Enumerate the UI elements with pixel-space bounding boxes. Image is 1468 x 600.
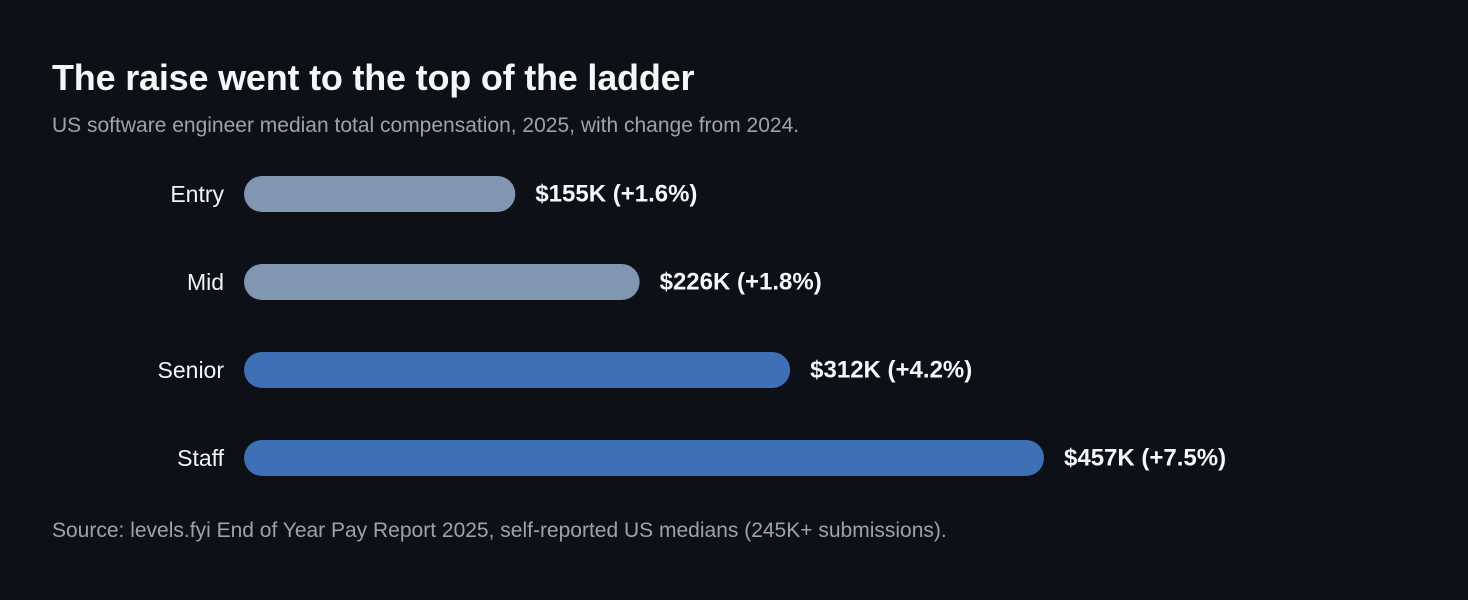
category-label-entry: Entry: [170, 181, 224, 207]
chart-title: The raise went to the top of the ladder: [52, 57, 695, 98]
value-label-senior: $312K (+4.2%): [810, 357, 972, 384]
chart-subtitle: US software engineer median total compen…: [52, 114, 800, 137]
value-label-staff: $457K (+7.5%): [1064, 445, 1226, 472]
value-label-mid: $226K (+1.8%): [660, 269, 822, 296]
source-note: Source: levels.fyi End of Year Pay Repor…: [52, 519, 947, 542]
bar-senior: [244, 352, 791, 388]
bar-entry: [244, 176, 516, 212]
bar-mid: [244, 264, 640, 300]
value-label-entry: $155K (+1.6%): [535, 181, 697, 208]
bar-staff: [244, 440, 1044, 476]
category-label-staff: Staff: [177, 445, 224, 471]
category-label-mid: Mid: [187, 269, 224, 295]
category-label-senior: Senior: [158, 357, 225, 383]
